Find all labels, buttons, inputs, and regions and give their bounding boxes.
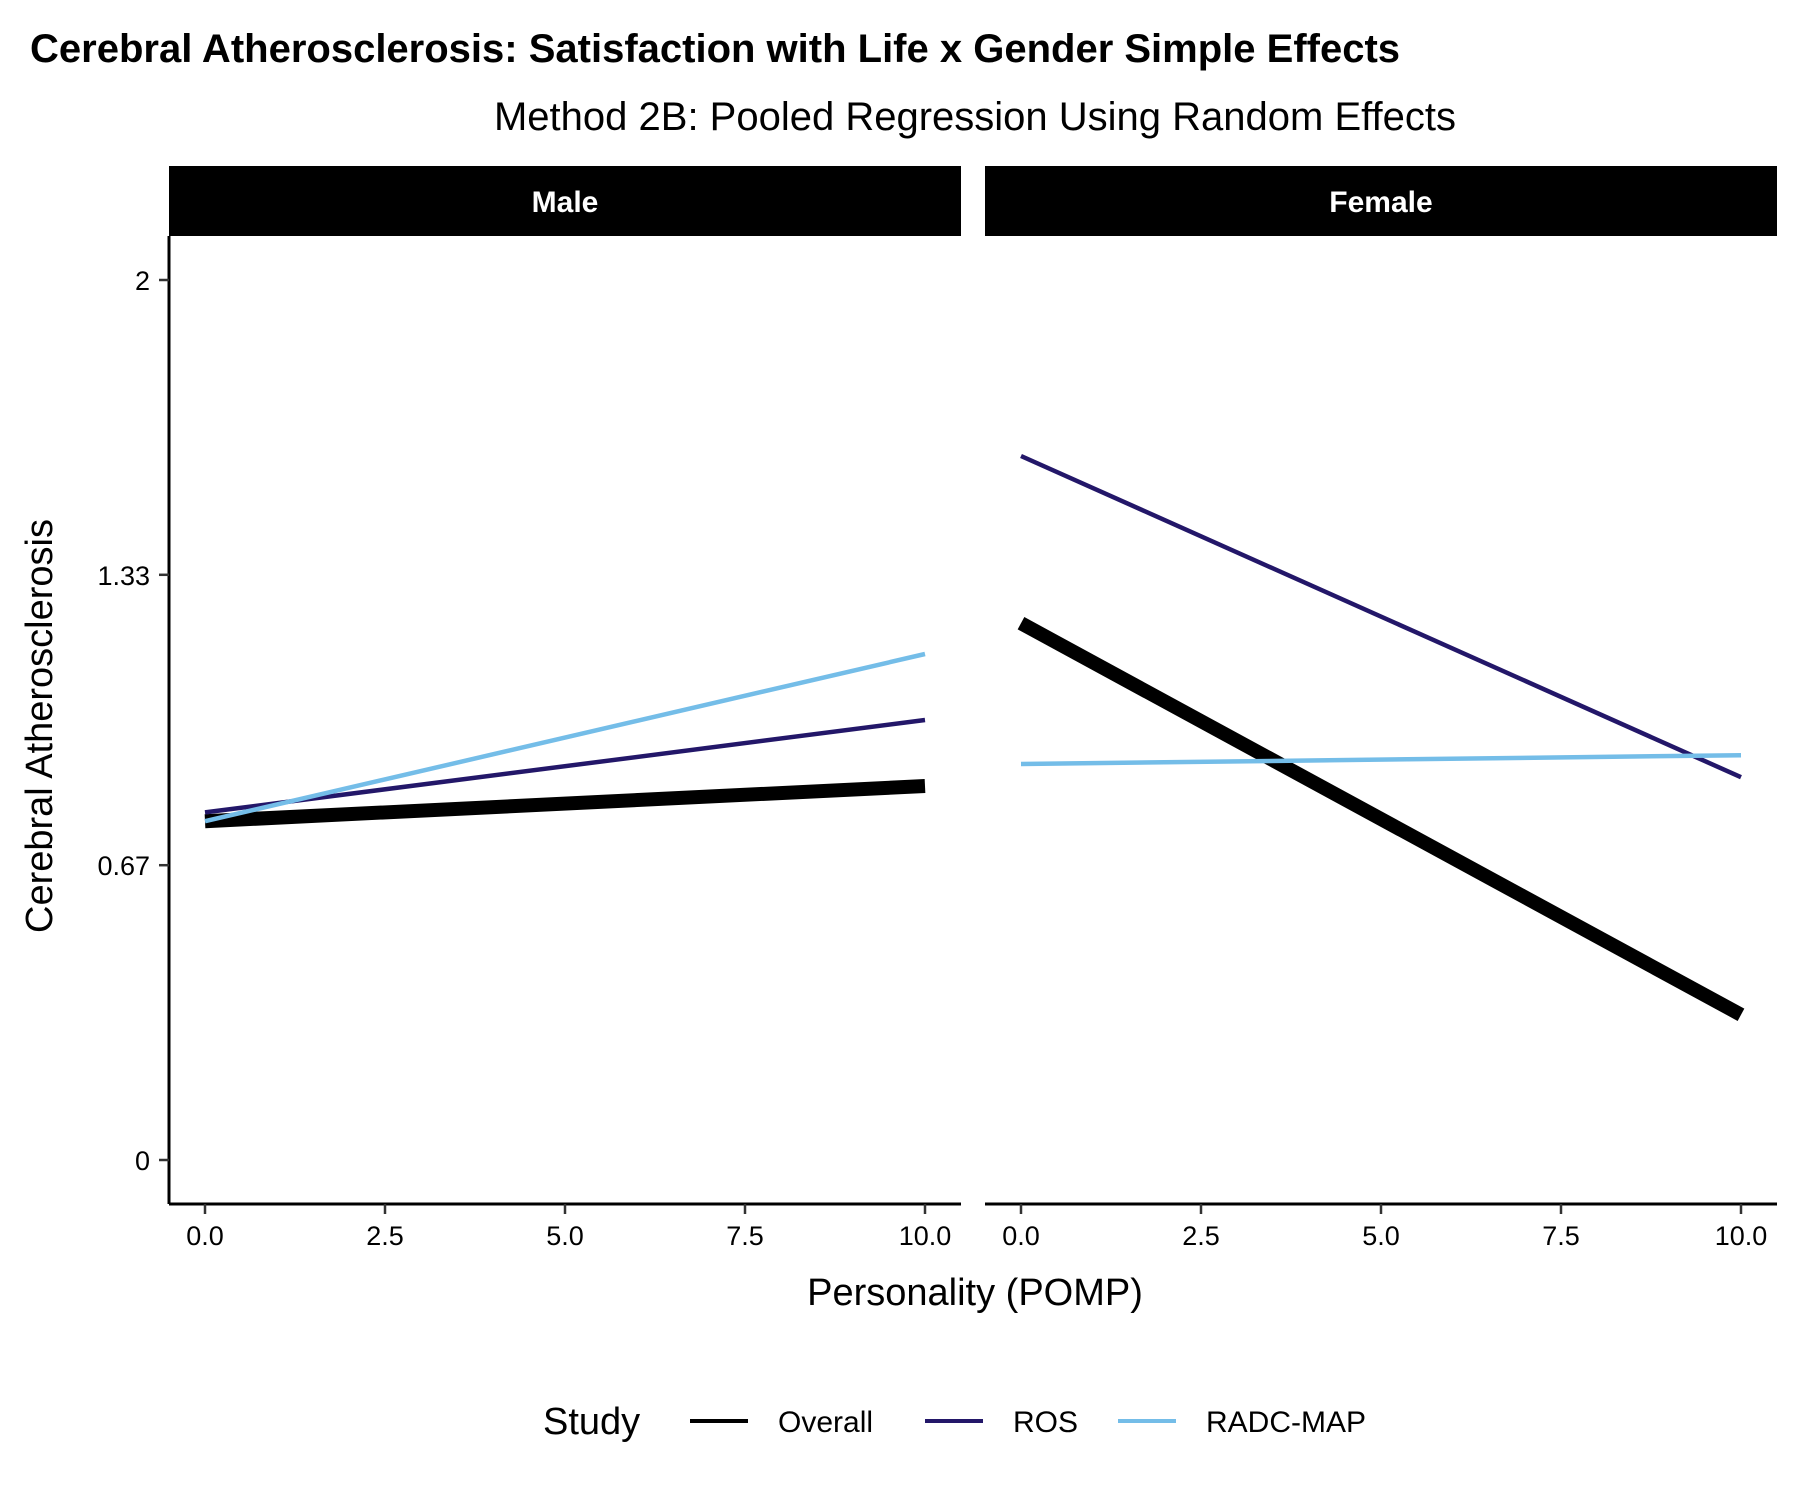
legend-label: RADC-MAP	[1206, 1406, 1366, 1439]
panel-male: Male 0.0 2.5 5.0 7.5 10.0 0 0.67 1.33 2	[97, 166, 961, 1251]
legend-title: Study	[543, 1401, 640, 1443]
chart-title: Cerebral Atherosclerosis: Satisfaction w…	[30, 27, 1400, 71]
x-tick-label: 2.5	[366, 1221, 404, 1251]
legend-item-overall: Overall	[690, 1406, 873, 1439]
series-line-ros	[1020, 453, 1742, 780]
y-axis-title: Cerebral Atherosclerosis	[19, 519, 61, 933]
x-tick-label: 7.5	[726, 1221, 764, 1251]
series-line-radc-map	[204, 651, 926, 824]
y-tick-label: 1.33	[97, 561, 150, 591]
x-tick-label: 5.0	[546, 1221, 584, 1251]
facet-strip-label: Female	[1329, 186, 1432, 219]
panel-female: Female 0.0 2.5 5.0 7.5 10.0	[985, 166, 1777, 1251]
x-tick-label: 2.5	[1182, 1221, 1220, 1251]
x-tick-label: 5.0	[1362, 1221, 1400, 1251]
y-tick-label: 0.67	[97, 851, 150, 881]
x-tick-label: 0.0	[1002, 1221, 1040, 1251]
series-line-overall	[1017, 617, 1745, 1021]
panels-layer: Male 0.0 2.5 5.0 7.5 10.0 0 0.67 1.33 2 Female 0.0 2…	[97, 166, 1777, 1251]
y-tick-label: 2	[135, 266, 150, 296]
series-line-overall	[204, 779, 926, 829]
legend-item-ros: ROS	[925, 1406, 1078, 1439]
x-tick-label: 0.0	[186, 1221, 224, 1251]
x-tick-label: 10.0	[899, 1221, 952, 1251]
facet-strip	[985, 166, 1777, 236]
x-tick-label: 10.0	[1715, 1221, 1768, 1251]
x-axis-title: Personality (POMP)	[807, 1272, 1143, 1314]
legend-label: Overall	[778, 1406, 873, 1439]
legend: Study Overall ROS RADC-MAP	[543, 1401, 1366, 1443]
legend-label: ROS	[1013, 1406, 1078, 1439]
series-line-radc-map	[1020, 752, 1742, 767]
x-tick-label: 7.5	[1542, 1221, 1580, 1251]
facet-strip-label: Male	[532, 186, 599, 219]
chart-subtitle: Method 2B: Pooled Regression Using Rando…	[494, 95, 1456, 139]
facet-strip	[169, 166, 961, 236]
series-line-ros	[204, 717, 926, 815]
y-tick-label: 0	[135, 1146, 150, 1176]
legend-item-radc-map: RADC-MAP	[1118, 1406, 1366, 1439]
